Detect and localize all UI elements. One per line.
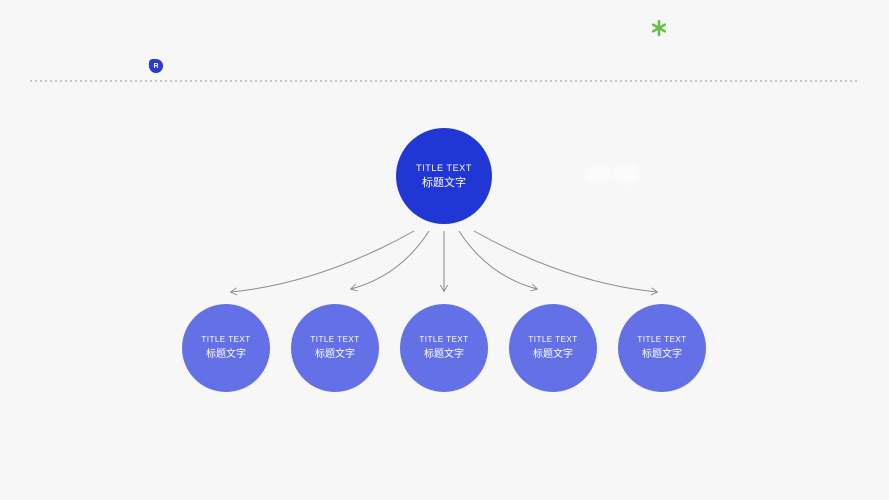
child-node-1: TITLE TEXT 标题文字 [182, 304, 270, 392]
child-node-3: TITLE TEXT 标题文字 [400, 304, 488, 392]
child-node-subtitle: 标题文字 [642, 349, 682, 360]
child-node-title: TITLE TEXT [528, 335, 578, 344]
child-node-subtitle: 标题文字 [206, 349, 246, 360]
child-node-title: TITLE TEXT [419, 335, 469, 344]
child-node-subtitle: 标题文字 [424, 349, 464, 360]
child-node-title: TITLE TEXT [201, 335, 251, 344]
child-node-2: TITLE TEXT 标题文字 [291, 304, 379, 392]
watermark-blob [585, 168, 611, 182]
arrow-to-child-1 [229, 230, 415, 296]
arrow-to-child-4 [458, 230, 539, 292]
brand-badge: R [149, 59, 163, 73]
brand-badge-label: R [153, 62, 159, 70]
root-node: TITLE TEXT 标题文字 [396, 128, 492, 224]
child-node-title: TITLE TEXT [310, 335, 360, 344]
asterisk-icon [651, 19, 667, 37]
root-node-title: TITLE TEXT [416, 163, 472, 173]
child-node-subtitle: 标题文字 [315, 349, 355, 360]
arrow-to-child-2 [349, 230, 430, 292]
child-node-title: TITLE TEXT [637, 335, 687, 344]
child-node-subtitle: 标题文字 [533, 349, 573, 360]
arrow-to-child-5 [473, 230, 659, 296]
watermark [583, 160, 641, 190]
child-node-5: TITLE TEXT 标题文字 [618, 304, 706, 392]
child-node-4: TITLE TEXT 标题文字 [509, 304, 597, 392]
watermark-blob [615, 165, 637, 183]
root-node-subtitle: 标题文字 [422, 177, 466, 189]
